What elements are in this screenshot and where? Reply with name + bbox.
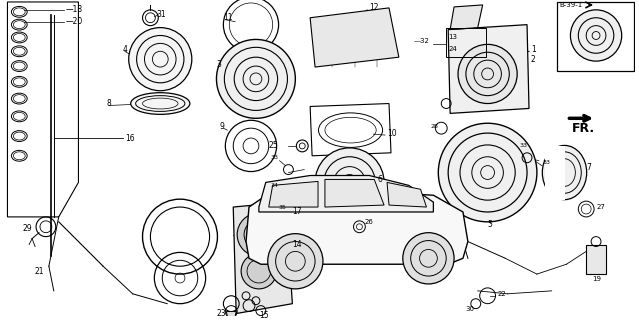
Polygon shape (226, 312, 236, 320)
Polygon shape (246, 189, 468, 264)
Text: FR.: FR. (571, 122, 594, 135)
Text: —20: —20 (66, 17, 83, 26)
Text: —18: —18 (66, 5, 82, 14)
Circle shape (458, 44, 517, 104)
Polygon shape (310, 8, 399, 67)
Ellipse shape (543, 145, 587, 200)
Text: 31: 31 (157, 10, 166, 19)
Text: 3: 3 (217, 60, 221, 68)
Text: 13: 13 (448, 35, 457, 40)
Polygon shape (450, 5, 482, 29)
Text: B-39-1: B-39-1 (560, 2, 583, 8)
Circle shape (571, 10, 622, 61)
Polygon shape (269, 181, 318, 207)
Circle shape (438, 123, 537, 222)
Ellipse shape (131, 93, 190, 114)
Text: 33: 33 (271, 155, 279, 160)
Circle shape (128, 28, 192, 91)
Text: 11: 11 (224, 13, 233, 22)
Text: 19: 19 (592, 276, 601, 282)
Polygon shape (325, 180, 384, 207)
Circle shape (403, 233, 454, 284)
Circle shape (241, 253, 277, 289)
Text: 35: 35 (279, 204, 286, 210)
Text: 26: 26 (364, 219, 373, 225)
Text: 2: 2 (531, 55, 535, 64)
Text: 33: 33 (543, 160, 551, 165)
Text: 16: 16 (125, 133, 134, 142)
Bar (586, 244, 606, 274)
Text: —32: —32 (413, 38, 429, 44)
Text: 8: 8 (106, 99, 111, 108)
Polygon shape (233, 202, 293, 314)
Text: 30: 30 (466, 306, 475, 312)
Circle shape (217, 39, 295, 118)
Text: 15: 15 (259, 311, 268, 320)
Text: 22: 22 (498, 291, 506, 297)
Text: 14: 14 (293, 240, 302, 249)
Text: 23: 23 (217, 309, 226, 318)
Circle shape (315, 148, 384, 217)
Text: 4: 4 (123, 45, 128, 54)
Text: 6: 6 (377, 175, 382, 184)
Text: 9: 9 (219, 122, 224, 131)
Text: 33: 33 (519, 143, 527, 148)
Circle shape (268, 234, 323, 289)
Text: 25: 25 (269, 141, 279, 150)
Bar (545, 146, 564, 200)
Polygon shape (448, 25, 529, 113)
Bar (557, 2, 633, 71)
Polygon shape (387, 182, 426, 207)
Text: 10: 10 (387, 129, 397, 138)
Polygon shape (259, 175, 433, 212)
Text: 17: 17 (293, 207, 302, 216)
Text: 12: 12 (369, 4, 379, 12)
Text: 21: 21 (34, 267, 43, 276)
Text: 29: 29 (22, 224, 32, 233)
Circle shape (237, 213, 281, 256)
Text: 28: 28 (431, 124, 438, 129)
Text: 1: 1 (531, 45, 535, 54)
Text: 24: 24 (448, 46, 457, 52)
Text: 34: 34 (271, 183, 279, 188)
Text: 27: 27 (596, 204, 605, 210)
Bar (446, 28, 486, 57)
Text: 5: 5 (488, 220, 493, 229)
Text: 7: 7 (586, 163, 591, 172)
